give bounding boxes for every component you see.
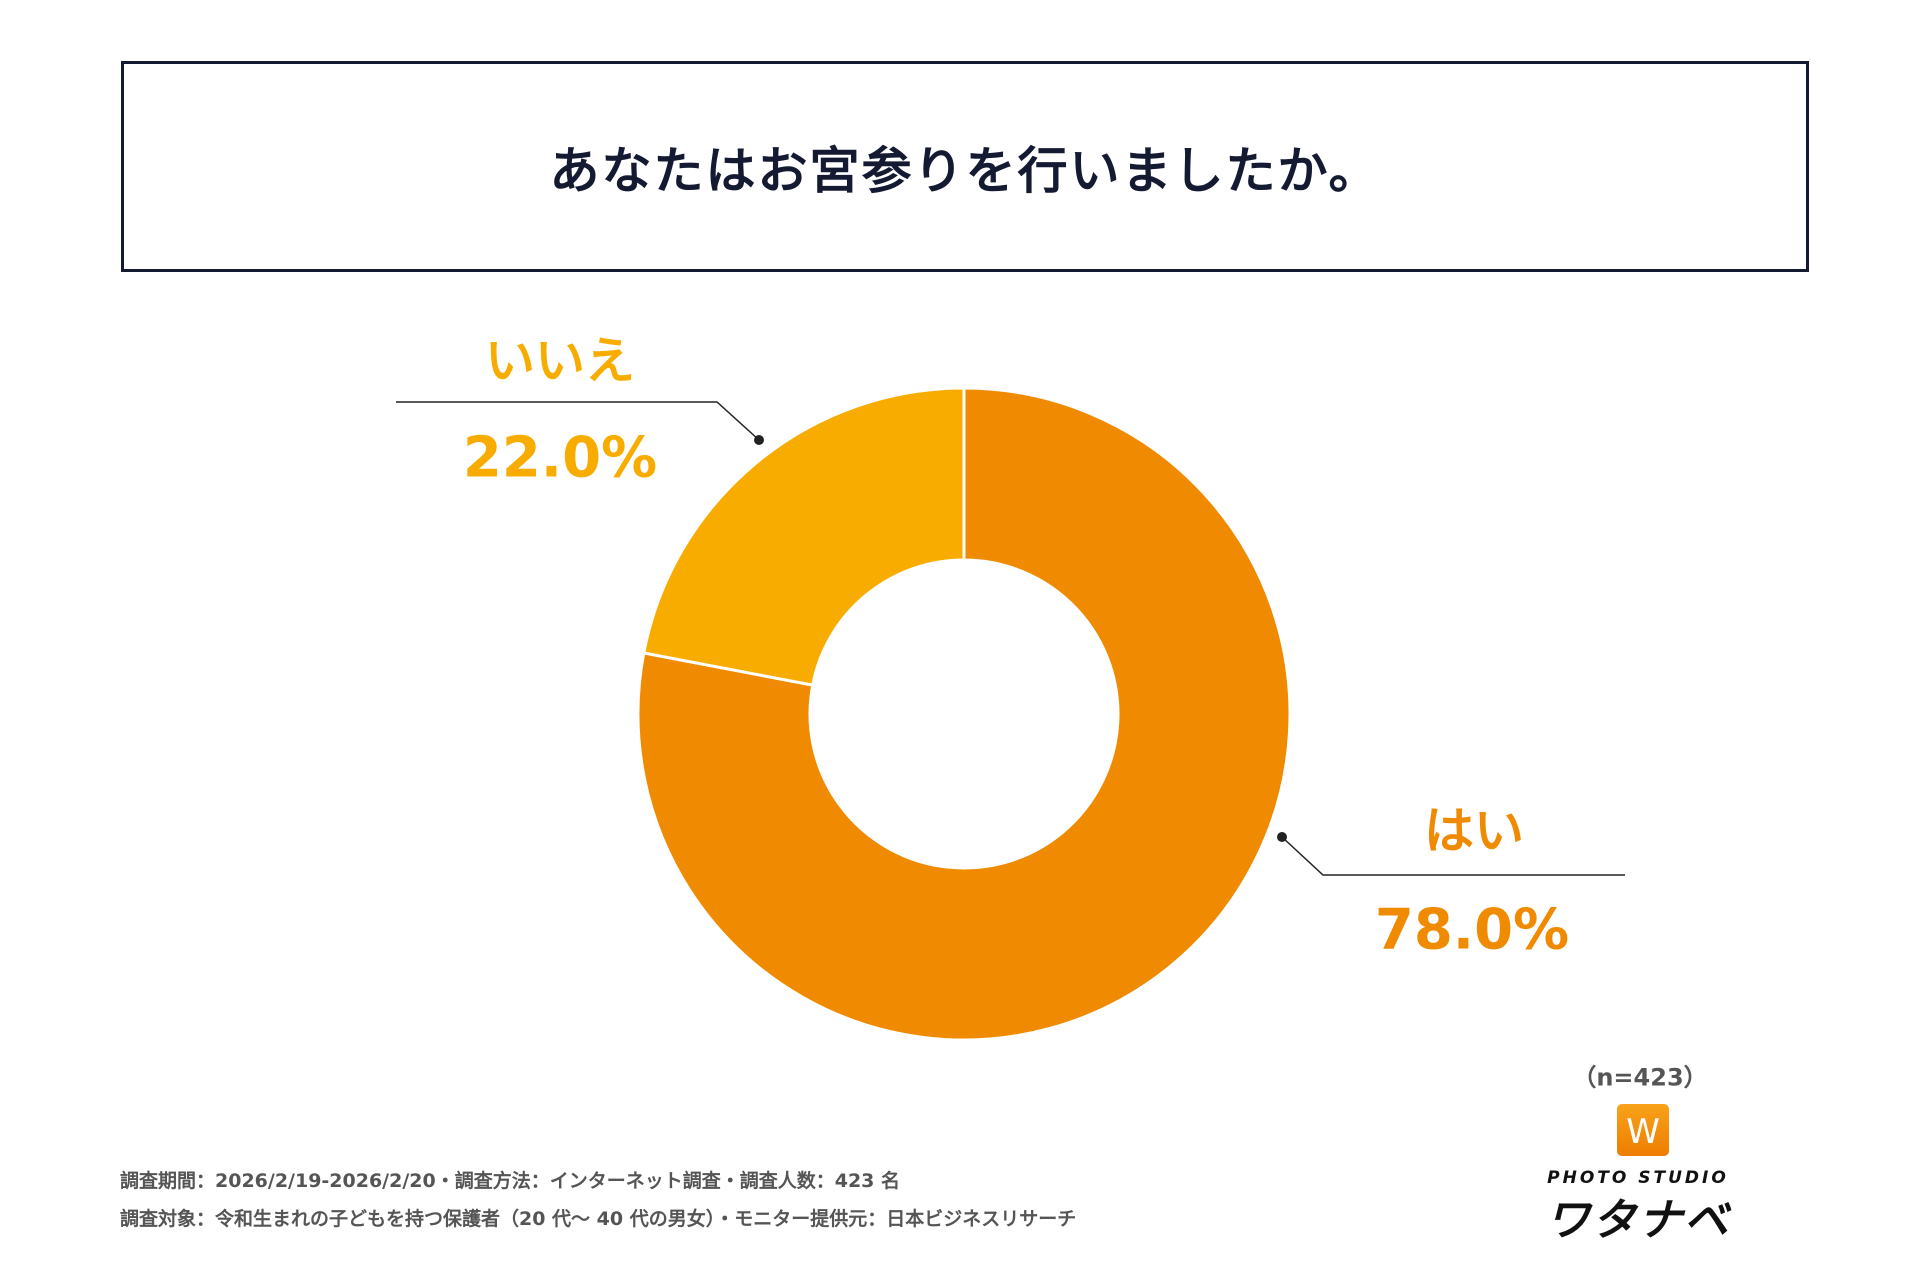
crown-w-logo-icon: W — [1617, 1104, 1669, 1156]
leader-line-hai-dot — [1277, 832, 1287, 842]
leader-line-hai — [1281, 836, 1625, 876]
logo-subtitle: PHOTO STUDIO — [1547, 1168, 1729, 1188]
title-box: あなたはお宮参りを行いましたか。 — [121, 61, 1809, 272]
chart-title: あなたはお宮参りを行いましたか。 — [549, 141, 1381, 200]
logo-wordmark: ワタナベ — [1546, 1195, 1730, 1246]
footer-survey-target: 調査対象：令和生まれの子どもを持つ保護者（20 代～ 40 代の男女）・モニター… — [120, 1208, 1077, 1230]
photo-studio-watanabe-logo: W PHOTO STUDIO ワタナベ — [1483, 1100, 1793, 1246]
leader-line-iie — [396, 401, 760, 441]
label-category-iie: いいえ — [485, 332, 635, 390]
label-value-hai: 78.0% — [1374, 897, 1570, 963]
donut-slice-0 — [636, 386, 1292, 1042]
footer-survey-info: 調査期間：2026/2/19-2026/2/20・調査方法：インターネット調査・… — [120, 1170, 901, 1192]
label-category-hai: はい — [1424, 802, 1524, 860]
leader-line-iie-dot — [754, 435, 764, 445]
donut-slice-1 — [642, 386, 966, 687]
label-value-iie: 22.0% — [462, 425, 658, 491]
sample-size: （n=423） — [1572, 1063, 1708, 1092]
